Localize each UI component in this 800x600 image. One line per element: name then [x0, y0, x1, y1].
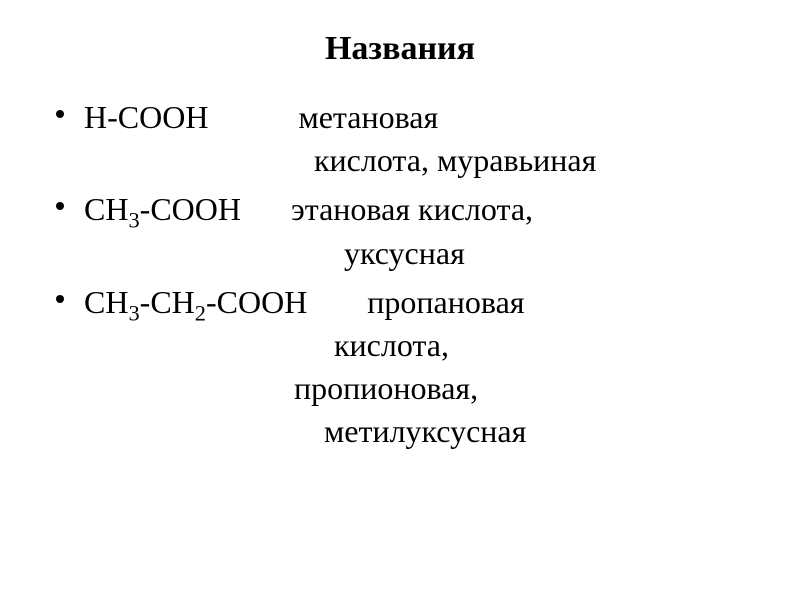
name-continuation: кислота,	[84, 324, 750, 367]
formula-text: CH3-COOH	[84, 191, 241, 227]
bullet-icon	[56, 110, 64, 118]
formula-name-row: H-COOH метановая	[84, 96, 750, 139]
name-continuation: пропионовая,	[84, 367, 750, 410]
list-item: CH3-CH2-COOH пропановая кислота, пропионо…	[50, 281, 750, 454]
slide-title: Названия	[50, 30, 750, 68]
list-item: H-COOH метановая кислота, муравьиная	[50, 96, 750, 182]
name-continuation: кислота, муравьиная	[84, 139, 750, 182]
bullet-icon	[56, 202, 64, 210]
name-text: этановая кислота,	[291, 191, 533, 227]
formula-text: H-COOH	[84, 99, 208, 135]
name-continuation: метилуксусная	[84, 410, 750, 453]
bullet-list: H-COOH метановая кислота, муравьиная CH3-…	[50, 96, 750, 454]
formula-name-row: CH3-COOH этановая кислота,	[84, 188, 750, 231]
formula-name-row: CH3-CH2-COOH пропановая	[84, 281, 750, 324]
formula-text: CH3-CH2-COOH	[84, 284, 307, 320]
name-text: метановая	[298, 99, 438, 135]
name-text: пропановая	[367, 284, 524, 320]
name-continuation: уксусная	[84, 232, 750, 275]
bullet-icon	[56, 295, 64, 303]
list-item: CH3-COOH этановая кислота, уксусная	[50, 188, 750, 274]
